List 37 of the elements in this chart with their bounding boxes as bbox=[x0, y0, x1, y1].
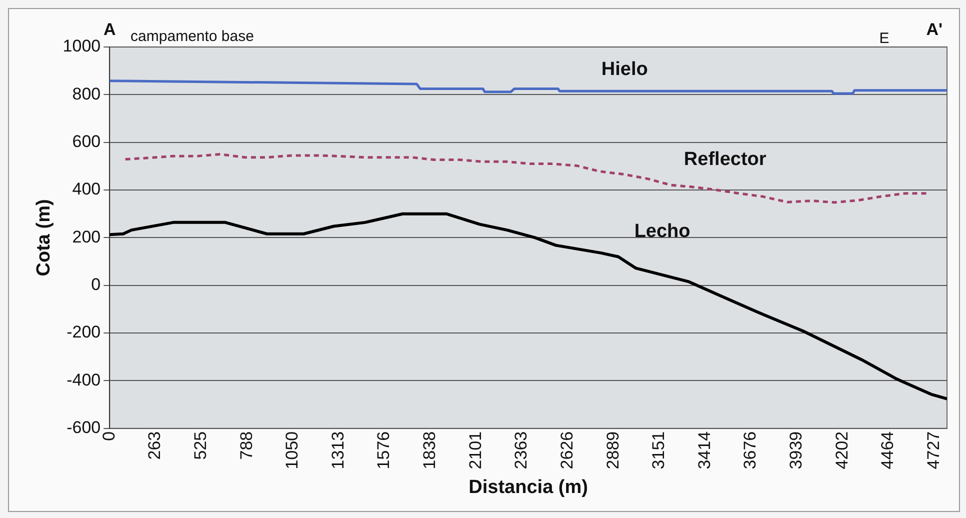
y-axis-title: Cota (m) bbox=[34, 199, 55, 276]
y-tick-label: -600 bbox=[66, 418, 101, 438]
y-tick-label: 0 bbox=[91, 275, 101, 294]
x-tick-label: 263 bbox=[145, 431, 164, 460]
y-tick-label: 400 bbox=[72, 180, 101, 199]
x-tick-label: 1838 bbox=[420, 431, 439, 470]
x-tick-label: 2101 bbox=[466, 431, 485, 470]
series-label: Hielo bbox=[601, 59, 648, 80]
x-tick-label: 1050 bbox=[282, 431, 302, 470]
y-tick-label: 1000 bbox=[62, 36, 101, 56]
x-tick-label: 3939 bbox=[786, 431, 806, 470]
series-label: Lecho bbox=[634, 220, 690, 242]
x-tick-label: 3414 bbox=[694, 431, 714, 470]
y-tick-label: 200 bbox=[72, 227, 101, 246]
series-label: Reflector bbox=[684, 149, 767, 170]
x-tick-label: 2363 bbox=[512, 431, 531, 470]
x-tick-label: 1313 bbox=[328, 431, 348, 470]
y-tick-label: -200 bbox=[66, 322, 101, 342]
x-axis-title: Distancia (m) bbox=[468, 476, 588, 498]
x-tick-label: 0 bbox=[99, 431, 118, 441]
y-tick-label: 600 bbox=[72, 132, 101, 152]
x-tick-label: 4727 bbox=[924, 431, 943, 470]
x-tick-label: 788 bbox=[236, 431, 256, 460]
x-tick-label: 2626 bbox=[557, 431, 576, 470]
x-tick-label: 1576 bbox=[374, 431, 394, 470]
x-tick-label: 4464 bbox=[878, 431, 898, 470]
x-tick-label: 2889 bbox=[603, 431, 622, 470]
x-tick-label: 525 bbox=[190, 431, 210, 460]
y-tick-label: 800 bbox=[72, 84, 101, 104]
text: A' bbox=[926, 20, 943, 39]
x-tick-label: 3676 bbox=[740, 431, 760, 470]
text: campamento base bbox=[130, 28, 254, 45]
text: A bbox=[103, 20, 116, 39]
annotation: E bbox=[879, 30, 890, 47]
x-tick-label: 4202 bbox=[832, 431, 852, 470]
x-tick-label: 3151 bbox=[649, 431, 668, 470]
y-tick-label: -400 bbox=[66, 370, 101, 390]
